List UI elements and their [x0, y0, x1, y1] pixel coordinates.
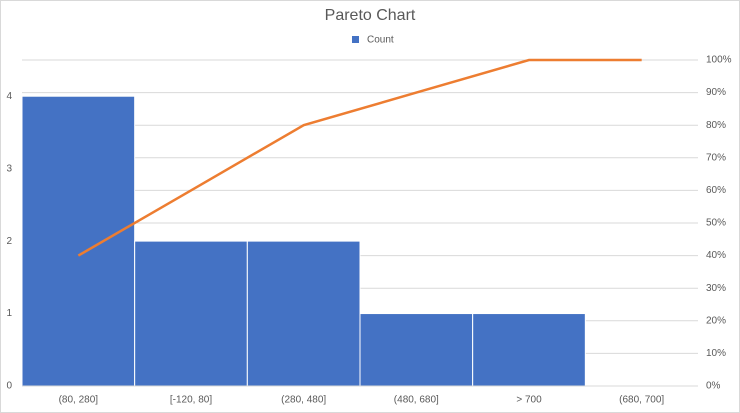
x-tick-label: (480, 680]: [394, 395, 439, 406]
x-tick-label: > 700: [516, 395, 542, 406]
chart-title: Pareto Chart: [325, 7, 416, 24]
y2-tick-label: 0%: [706, 381, 721, 392]
y-tick-label: 2: [6, 236, 12, 247]
y2-tick-label: 70%: [706, 152, 726, 163]
y2-tick-label: 40%: [706, 250, 726, 261]
bar: [21, 95, 136, 387]
bar: [472, 313, 586, 387]
y2-tick-label: 50%: [706, 218, 726, 229]
y2-tick-label: 80%: [706, 120, 726, 131]
y-tick-label: 1: [6, 308, 12, 319]
x-tick-label: (680, 700]: [619, 395, 664, 406]
bar: [359, 313, 474, 387]
y-tick-label: 3: [6, 163, 12, 174]
y-tick-label: 4: [6, 91, 12, 102]
legend-label: Count: [367, 35, 394, 46]
x-tick-label: (80, 280]: [59, 395, 99, 406]
legend-swatch: [352, 36, 359, 43]
y2-tick-label: 100%: [706, 55, 732, 66]
x-tick-label: [-120, 80]: [170, 395, 212, 406]
y2-tick-label: 20%: [706, 315, 726, 326]
y2-tick-label: 60%: [706, 185, 726, 196]
y2-tick-label: 90%: [706, 87, 726, 98]
y2-tick-label: 30%: [706, 283, 726, 294]
bar: [246, 240, 361, 387]
bar: [134, 240, 248, 387]
y2-tick-label: 10%: [706, 348, 726, 359]
x-tick-label: (280, 480]: [281, 395, 326, 406]
y-tick-label: 0: [6, 381, 12, 392]
cumulative-line: [77, 58, 642, 257]
